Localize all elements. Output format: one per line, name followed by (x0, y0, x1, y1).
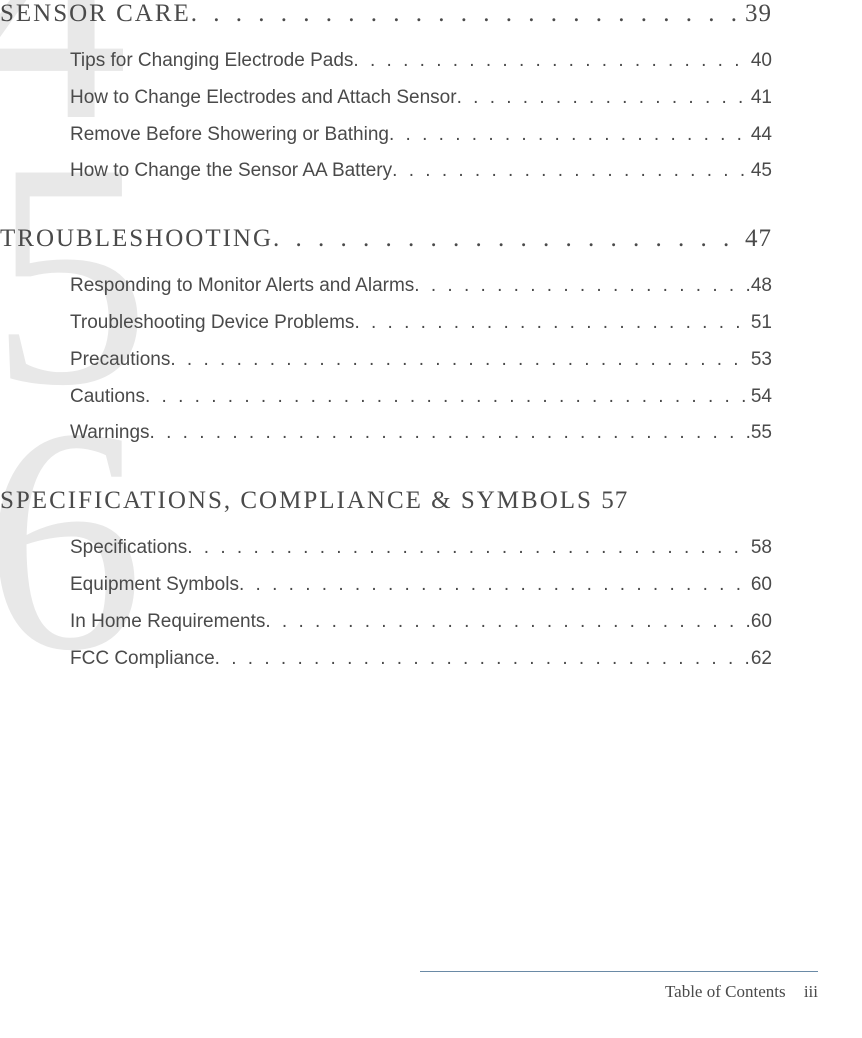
chapter-row: SENSOR CARE . . . . . . . . . . . . . . … (0, 0, 862, 28)
toc-entry-title: Precautions (70, 349, 170, 372)
footer-rule (420, 971, 818, 972)
toc-entry-page: 51 (751, 312, 772, 335)
toc-entry-row: In Home Requirements . . . . . . . . . .… (70, 611, 772, 634)
chapter-spacer (593, 487, 601, 515)
toc-entry-title: How to Change Electrodes and Attach Sens… (70, 87, 457, 110)
chapter-title: TROUBLESHOOTING (0, 225, 273, 253)
dot-leader: . . . . . . . . . . . . . . . . . . . . … (150, 422, 751, 445)
toc-entry-title: Troubleshooting Device Problems (70, 312, 354, 335)
sub-entries: Responding to Monitor Alerts and Alarms … (0, 275, 862, 445)
dot-leader: . . . . . . . . . . . . . . . . . . . . … (187, 537, 751, 560)
toc-entry-page: 54 (751, 386, 772, 409)
dot-leader: . . . . . . . . . . . . . . . . . . . . … (215, 648, 751, 671)
toc-entry-row: Troubleshooting Device Problems . . . . … (70, 312, 772, 335)
toc-entry-title: Remove Before Showering or Bathing (70, 124, 389, 147)
toc-entry-row: Warnings . . . . . . . . . . . . . . . .… (70, 422, 772, 445)
dot-leader: . . . . . . . . . . . . . . . . . . . . … (170, 349, 751, 372)
toc-entry-row: Cautions . . . . . . . . . . . . . . . .… (70, 386, 772, 409)
toc-entry-row: Precautions . . . . . . . . . . . . . . … (70, 349, 772, 372)
toc-entry-page: 44 (751, 124, 772, 147)
chapter-page-number: 39 (745, 0, 772, 28)
dot-leader: . . . . . . . . . . . . . . . . . . . . … (389, 124, 751, 147)
chapter-title: SPECIFICATIONS, COMPLIANCE & SYMBOLS (0, 487, 593, 515)
dot-leader: . . . . . . . . . . . . . . . . . . . . … (392, 160, 751, 183)
toc-entry-title: Specifications (70, 537, 187, 560)
toc-entry-title: Equipment Symbols (70, 574, 239, 597)
footer-text: Table of Contents iii (420, 982, 818, 1002)
toc-entry-title: Responding to Monitor Alerts and Alarms (70, 275, 414, 298)
dot-leader: . . . . . . . . . . . . . . . . . . . . … (354, 312, 750, 335)
dot-leader: . . . . . . . . . . . . . . . . . . . . … (457, 87, 751, 110)
toc-entry-row: Responding to Monitor Alerts and Alarms … (70, 275, 772, 298)
toc-entry-page: 48 (751, 275, 772, 298)
toc-entry-row: Remove Before Showering or Bathing . . .… (70, 124, 772, 147)
toc-entry-page: 58 (751, 537, 772, 560)
toc-section: TROUBLESHOOTING . . . . . . . . . . . . … (0, 225, 862, 445)
toc-entry-row: How to Change the Sensor AA Battery . . … (70, 160, 772, 183)
footer-label: Table of Contents (665, 982, 786, 1001)
dot-leader: . . . . . . . . . . . . . . . . . . . . … (191, 0, 745, 28)
toc-entry-title: Cautions (70, 386, 145, 409)
chapter-title: SENSOR CARE (0, 0, 191, 28)
sub-entries: Tips for Changing Electrode Pads . . . .… (0, 50, 862, 183)
dot-leader: . . . . . . . . . . . . . . . . . . . . … (273, 225, 745, 253)
toc-entry-title: FCC Compliance (70, 648, 215, 671)
toc-entry-row: How to Change Electrodes and Attach Sens… (70, 87, 772, 110)
footer-page-number: iii (804, 982, 818, 1001)
toc-entry-row: Specifications . . . . . . . . . . . . .… (70, 537, 772, 560)
toc-entry-page: 60 (751, 611, 772, 634)
page-footer: Table of Contents iii (420, 971, 818, 1002)
dot-leader: . . . . . . . . . . . . . . . . . . . . … (414, 275, 751, 298)
toc-entry-page: 55 (751, 422, 772, 445)
toc-entry-title: How to Change the Sensor AA Battery (70, 160, 392, 183)
toc-entry-page: 62 (751, 648, 772, 671)
dot-leader: . . . . . . . . . . . . . . . . . . . . … (145, 386, 751, 409)
dot-leader: . . . . . . . . . . . . . . . . . . . . … (265, 611, 750, 634)
toc-entry-row: FCC Compliance . . . . . . . . . . . . .… (70, 648, 772, 671)
toc-section: SENSOR CARE . . . . . . . . . . . . . . … (0, 0, 862, 183)
toc-entry-page: 41 (751, 87, 772, 110)
chapter-page-number: 57 (601, 487, 628, 515)
toc-section: SPECIFICATIONS, COMPLIANCE & SYMBOLS 57S… (0, 487, 862, 670)
toc-entry-page: 60 (751, 574, 772, 597)
toc-entry-row: Equipment Symbols . . . . . . . . . . . … (70, 574, 772, 597)
chapter-row: TROUBLESHOOTING . . . . . . . . . . . . … (0, 225, 862, 253)
toc-content: SENSOR CARE . . . . . . . . . . . . . . … (0, 0, 862, 670)
toc-entry-page: 40 (751, 50, 772, 73)
chapter-page-number: 47 (745, 225, 772, 253)
toc-entry-title: Warnings (70, 422, 150, 445)
dot-leader: . . . . . . . . . . . . . . . . . . . . … (353, 50, 750, 73)
sub-entries: Specifications . . . . . . . . . . . . .… (0, 537, 862, 670)
chapter-row: SPECIFICATIONS, COMPLIANCE & SYMBOLS 57 (0, 487, 862, 515)
toc-entry-row: Tips for Changing Electrode Pads . . . .… (70, 50, 772, 73)
toc-entry-page: 53 (751, 349, 772, 372)
toc-entry-page: 45 (751, 160, 772, 183)
toc-entry-title: Tips for Changing Electrode Pads (70, 50, 353, 73)
toc-entry-title: In Home Requirements (70, 611, 265, 634)
dot-leader: . . . . . . . . . . . . . . . . . . . . … (239, 574, 751, 597)
